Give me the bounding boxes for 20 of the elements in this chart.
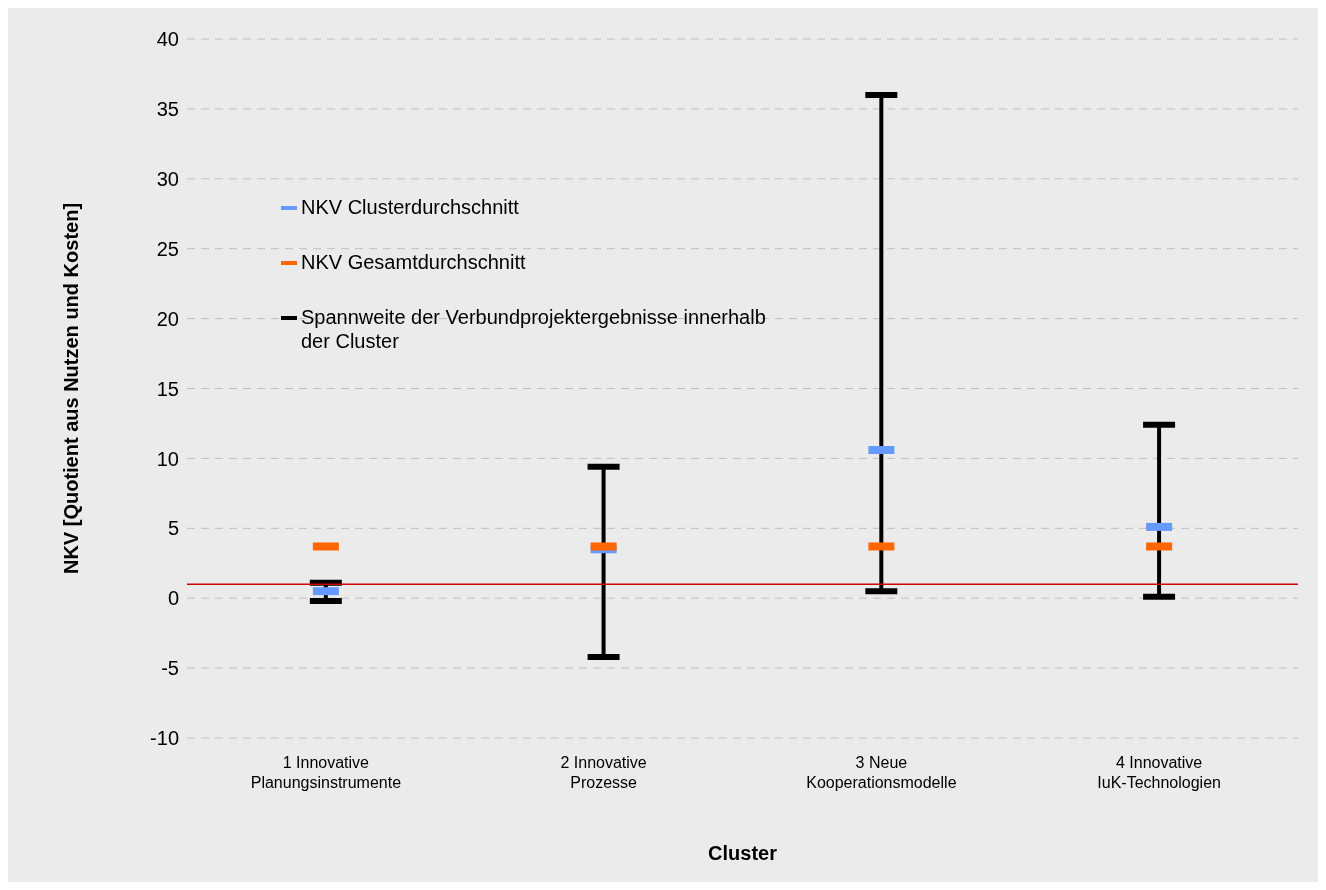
y-tick-label: 10 [156, 447, 179, 470]
y-tick-label: 35 [156, 98, 179, 120]
y-tick-label: -10 [150, 727, 179, 750]
x-tick-label: 4 Innovative IuK-Technologien [1097, 754, 1221, 791]
y-tick-label: 40 [156, 28, 179, 51]
legend-label: Spannweite der Verbundprojektergebnisse innerhalb der Cluster [301, 305, 767, 353]
x-axis-title: Cluster [708, 842, 778, 864]
x-tick-label: 1 Innovative Planungsinstrumente [250, 754, 402, 791]
x-tick-label: 3 Neue Kooperationsmodelle [806, 754, 957, 791]
y-tick-label: 0 [167, 587, 179, 610]
y-tick-label: 15 [156, 377, 179, 400]
y-tick-label: 30 [156, 167, 179, 190]
y-tick-label: 20 [156, 307, 179, 330]
y-tick-label: 5 [167, 517, 179, 540]
x-tick-label: 2 Innovative Prozesse [560, 754, 647, 791]
legend-label: NKV Gesamtdurchschnitt [301, 250, 527, 274]
legend-label: NKV Clusterdurchschnitt [301, 195, 520, 219]
y-axis-title: NKV [Quotient aus Nutzen und Kosten] [60, 202, 83, 575]
y-tick-label: 25 [156, 237, 179, 260]
y-tick-label: -5 [161, 657, 179, 680]
